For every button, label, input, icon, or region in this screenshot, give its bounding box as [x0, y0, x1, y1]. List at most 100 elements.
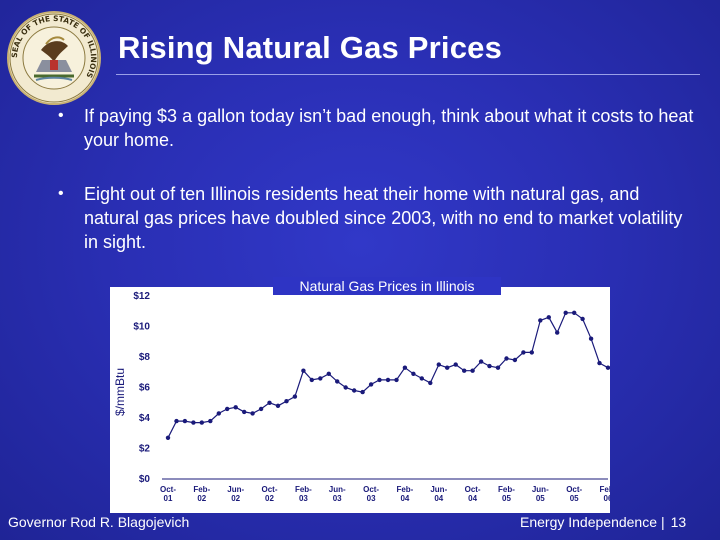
x-tick-label: Jun-: [532, 485, 549, 494]
y-tick-label: $8: [139, 352, 151, 363]
data-point: [538, 318, 543, 323]
x-tick-label: Oct-: [262, 485, 278, 494]
x-tick-label: 05: [536, 494, 545, 503]
bullet-marker: •: [58, 107, 64, 124]
x-tick-label: Jun-: [430, 485, 447, 494]
data-point: [368, 382, 374, 387]
x-tick-label: 01: [164, 494, 173, 503]
data-point: [267, 400, 272, 405]
data-point: [301, 368, 306, 373]
data-point: [208, 418, 213, 424]
data-point: [292, 394, 298, 399]
bullet-marker: •: [58, 185, 64, 202]
data-point: [605, 365, 610, 370]
y-tick-label: $4: [139, 413, 151, 424]
data-point: [402, 365, 408, 370]
data-point: [242, 409, 247, 415]
data-point: [588, 336, 594, 341]
chart-area: $/mmBtu $0 $2 $4 $6 $8 $10 $12 Oct- 01 Feb- 02 Jun…: [110, 287, 610, 513]
x-tick-label: Feb-: [600, 485, 610, 494]
slide-title: Rising Natural Gas Prices: [118, 30, 503, 65]
x-tick-label: Feb-: [193, 485, 210, 494]
x-tick-label: 03: [367, 494, 376, 503]
x-tick-label: 05: [570, 494, 579, 503]
x-tick-label: Feb-: [295, 485, 312, 494]
footer-separator: |: [661, 514, 665, 530]
footer-author: Governor Rod R. Blagojevich: [8, 514, 190, 530]
y-tick-label: $12: [133, 291, 150, 302]
data-point: [165, 435, 171, 440]
footer-section: Energy Independence: [520, 514, 657, 530]
bullet-item: • Eight out of ten Illinois residents he…: [58, 182, 698, 254]
data-point: [326, 371, 331, 376]
x-tick-label: 02: [265, 494, 274, 503]
page-number: 13: [670, 514, 687, 530]
data-point: [216, 411, 221, 416]
data-point: [495, 365, 501, 370]
data-point: [309, 377, 314, 383]
x-tick-label: 06: [604, 494, 610, 503]
x-tick-label: Feb-: [498, 485, 515, 494]
data-point: [275, 403, 281, 408]
data-point: [572, 310, 577, 315]
bullet-item: • If paying $3 a gallon today isn’t bad …: [58, 104, 698, 152]
data-point: [182, 418, 188, 424]
data-point: [419, 376, 424, 381]
x-tick-label: 04: [468, 494, 477, 503]
data-point: [470, 368, 475, 373]
data-point: [250, 411, 255, 416]
y-tick-label: $10: [133, 322, 150, 333]
data-point: [428, 380, 433, 386]
data-point: [377, 377, 382, 383]
data-point: [487, 363, 492, 369]
data-point: [521, 350, 526, 355]
x-tick-label: 03: [333, 494, 342, 503]
x-tick-label: Oct-: [160, 485, 176, 494]
data-point: [284, 399, 289, 404]
data-point: [225, 406, 230, 412]
illinois-state-seal: SEAL OF THE STATE OF ILLINOIS: [7, 11, 101, 105]
x-tick-label: Jun-: [329, 485, 346, 494]
data-point: [411, 371, 416, 376]
footer-right: Energy Independence | 13: [520, 514, 686, 530]
data-point: [343, 385, 348, 390]
data-point: [529, 350, 534, 355]
data-point: [512, 357, 518, 363]
data-point: [318, 376, 323, 381]
bullet-text: If paying $3 a gallon today isn’t bad en…: [84, 106, 694, 150]
data-point: [360, 389, 365, 395]
data-point: [385, 377, 391, 383]
x-tick-label: 02: [197, 494, 206, 503]
data-point: [563, 310, 568, 315]
data-point: [546, 315, 551, 320]
data-point: [335, 379, 340, 384]
price-line-chart: $/mmBtu $0$2$4$6$8$10$12 Oct-01Feb-02Jun…: [113, 291, 610, 503]
data-point: [478, 359, 484, 364]
y-tick-label: $2: [139, 444, 151, 455]
data-point: [352, 388, 357, 393]
chart-title: Natural Gas Prices in Illinois: [273, 277, 501, 295]
data-point: [233, 405, 238, 410]
x-tick-label: 05: [502, 494, 511, 503]
x-tick-label: Feb-: [396, 485, 413, 494]
data-point: [199, 420, 204, 425]
data-point: [174, 418, 179, 424]
x-tick-label: Oct-: [465, 485, 481, 494]
x-tick-label: 04: [400, 494, 409, 503]
data-point: [597, 360, 602, 366]
data-point: [436, 362, 441, 367]
x-tick-label: 04: [434, 494, 443, 503]
data-point: [445, 365, 450, 370]
x-tick-label: Oct-: [363, 485, 379, 494]
data-point: [555, 330, 560, 335]
bullet-text: Eight out of ten Illinois residents heat…: [84, 184, 683, 252]
data-point: [462, 368, 467, 373]
series-line: [167, 312, 609, 439]
y-tick-label: $0: [139, 474, 151, 485]
x-tick-label: Oct-: [566, 485, 582, 494]
title-underline: [116, 74, 700, 75]
data-point: [394, 377, 399, 383]
data-point: [504, 356, 509, 361]
y-tick-label: $6: [139, 383, 151, 394]
data-point: [191, 420, 196, 425]
